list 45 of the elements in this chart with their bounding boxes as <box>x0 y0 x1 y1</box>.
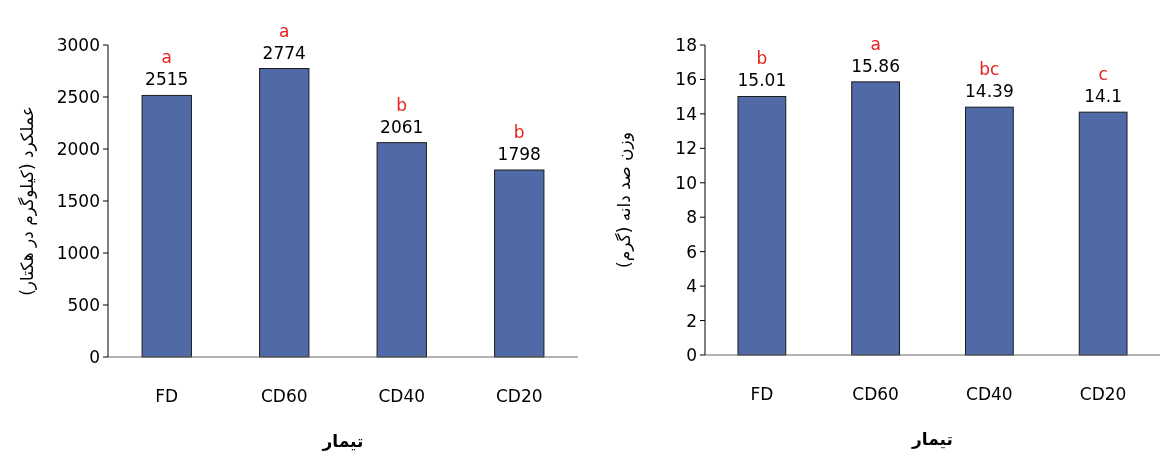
y-tick-label: 10 <box>675 172 697 193</box>
x-axis-title: تیمار <box>321 431 364 451</box>
y-tick-label: 1000 <box>56 243 100 263</box>
data-label: 14.39 <box>965 81 1014 102</box>
x-tick-label: CD20 <box>1079 384 1127 404</box>
y-tick-label: 14 <box>675 103 697 124</box>
y-tick-label: 2000 <box>56 139 100 159</box>
y-tick-label: 2 <box>686 310 697 331</box>
y-axis-title: وزن صد دانه (گرم) <box>614 132 634 268</box>
annotation: c <box>1098 64 1108 85</box>
x-tick-label: CD40 <box>966 384 1013 404</box>
y-tick-label: 12 <box>675 138 697 159</box>
y-tick-label: 2500 <box>56 87 100 107</box>
y-tick-label: 4 <box>686 276 697 297</box>
data-label: 15.86 <box>851 55 900 76</box>
y-tick-label: 6 <box>686 241 697 262</box>
x-tick-label: CD60 <box>852 384 899 404</box>
data-label: 14.1 <box>1084 86 1123 107</box>
annotation: a <box>279 20 290 41</box>
y-tick-label: 0 <box>89 347 100 367</box>
x-tick-label: FD <box>750 384 774 404</box>
data-label: 2774 <box>262 42 306 63</box>
annotation: a <box>870 33 881 54</box>
data-label: 2515 <box>145 69 189 90</box>
y-axis-title: عملکرد (کیلوگرم در هکتار) <box>17 106 37 296</box>
x-tick-label: CD60 <box>260 386 308 406</box>
annotation: b <box>396 94 408 115</box>
y-tick-label: 3000 <box>56 35 100 55</box>
data-label: 1798 <box>497 144 541 165</box>
y-tick-label: 0 <box>686 345 697 365</box>
y-tick-label: 500 <box>67 295 100 315</box>
x-tick-label: FD <box>155 386 179 406</box>
y-tick-label: 16 <box>675 69 697 90</box>
x-tick-label: CD40 <box>378 386 426 406</box>
annotation: bc <box>979 59 1000 80</box>
annotation: b <box>513 122 525 143</box>
data-label: 15.01 <box>737 70 787 91</box>
annotation: b <box>756 48 768 69</box>
x-tick-label: CD20 <box>495 386 543 406</box>
y-tick-label: 18 <box>675 35 697 55</box>
x-axis-title: تیمار <box>911 429 953 449</box>
data-label: 2061 <box>380 116 424 137</box>
y-tick-label: 8 <box>686 207 697 228</box>
y-tick-label: 1500 <box>56 191 100 211</box>
annotation: a <box>161 47 172 68</box>
